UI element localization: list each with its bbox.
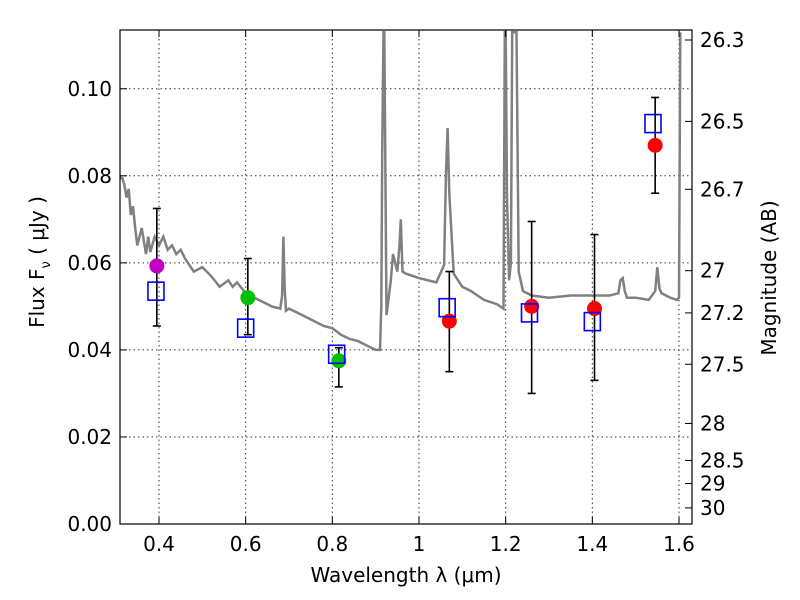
y-tick-label: 0.06 (67, 251, 112, 275)
x-axis-ticks: 0.4 0.6 0.8 1 1.2 1.4 1.6 (143, 30, 695, 556)
y-tick-label: 0.02 (67, 425, 112, 449)
x-tick-label: 1.4 (576, 532, 608, 556)
y2-tick-label: 29 (700, 472, 725, 496)
observed-uv-point (149, 258, 165, 274)
y-axis-ticks: 0.00 0.02 0.04 0.06 0.08 0.10 (67, 77, 127, 536)
x-tick-label: 1.2 (490, 532, 522, 556)
model-photometry-square (583, 311, 602, 332)
observed-optical-point (331, 353, 347, 369)
x-tick-label: 1 (413, 532, 426, 556)
error-bars (152, 96, 660, 395)
x-tick-label: 0.6 (230, 532, 262, 556)
observed-nir-point (524, 298, 540, 314)
model-photometry-points (147, 113, 662, 365)
model-photometry-square (327, 344, 346, 365)
y2-tick-label: 30 (700, 496, 725, 520)
y2-tick-label: 27.5 (700, 352, 745, 376)
model-spectrum-line (120, 30, 682, 352)
model-photometry-square (438, 297, 456, 318)
y2-tick-label: 26.3 (700, 28, 745, 52)
y2-tick-label: 28.5 (700, 448, 745, 472)
y2-tick-label: 26.7 (700, 177, 745, 201)
x-tick-label: 0.4 (143, 532, 175, 556)
y-tick-label: 0.04 (67, 338, 112, 362)
y-axis-title: Flux Fν ( μJy ) (25, 196, 54, 328)
y2-tick-label: 27.2 (700, 301, 745, 325)
plot-frame (119, 29, 693, 525)
y2-tick-label: 26.5 (700, 109, 745, 133)
y-tick-label: 0.00 (67, 512, 112, 536)
observed-optical-point (240, 290, 256, 306)
y-tick-label: 0.08 (67, 164, 112, 188)
observed-points (149, 137, 663, 369)
x-tick-label: 0.8 (316, 532, 348, 556)
model-photometry-square (236, 318, 255, 338)
model-photometry-square (644, 113, 662, 134)
y-tick-label: 0.10 (67, 77, 112, 101)
y2-axis-title: Magnitude (AB) (757, 200, 781, 355)
x-tick-label: 1.6 (663, 532, 695, 556)
y2-tick-label: 27 (700, 259, 725, 283)
x-axis-title: Wavelength λ (μm) (310, 563, 501, 587)
model-photometry-square (147, 281, 165, 301)
grid (120, 30, 692, 525)
y2-tick-label: 28 (700, 411, 725, 435)
observed-nir-point (647, 137, 663, 153)
model-photometry-square (520, 303, 539, 323)
